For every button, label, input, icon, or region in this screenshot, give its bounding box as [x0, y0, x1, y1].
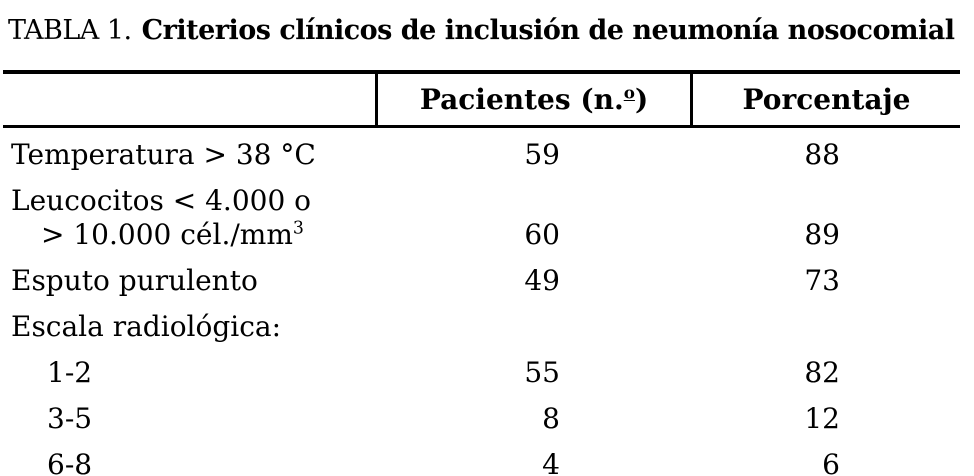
table-row-escala-label: Escala radiológica: — [3, 310, 960, 344]
data-table: Pacientes (n.o) Porcentaje Temperatura >… — [3, 70, 960, 476]
table-body: Temperatura > 38 °C 59 88 Leucocitos < 4… — [3, 128, 960, 476]
ordinal-indicator: o — [623, 82, 635, 103]
table-title-text: Criterios clínicos de inclusión de neumo… — [141, 15, 955, 46]
header-cell-porcentaje: Porcentaje — [690, 74, 960, 125]
cell-pacientes: 60 — [524, 218, 560, 251]
row-label: Leucocitos < 4.000 o > 10.000 cél./mm3 — [3, 184, 375, 252]
row-label-line2: > 10.000 cél./mm3 — [41, 218, 304, 251]
header-cell-pacientes: Pacientes (n.o) — [375, 74, 690, 125]
subrow-label: 1-2 — [47, 356, 93, 389]
table-subrow-3-5: 3-5 8 12 — [3, 402, 960, 436]
row-label-line1: Leucocitos < 4.000 o — [11, 184, 312, 217]
subrow-label: 3-5 — [47, 402, 93, 435]
cell-porcentaje: 82 — [804, 356, 840, 389]
pacientes-header-label: Pacientes (n.o) — [419, 82, 649, 116]
subrow-label: 6-8 — [47, 448, 93, 476]
cell-pacientes: 4 — [542, 448, 560, 476]
cell-pacientes: 55 — [524, 356, 560, 389]
table-title: TABLA 1. Criterios clínicos de inclusión … — [8, 12, 955, 50]
table-header-row: Pacientes (n.o) Porcentaje — [3, 74, 960, 128]
cell-porcentaje: 6 — [822, 448, 840, 476]
porcentaje-header-label: Porcentaje — [742, 83, 911, 116]
cell-pacientes: 49 — [524, 264, 560, 297]
header-cell-empty — [3, 74, 375, 125]
table-row-temperatura: Temperatura > 38 °C 59 88 — [3, 138, 960, 172]
cell-porcentaje: 88 — [804, 138, 840, 171]
table-number-label: TABLA 1. — [8, 15, 132, 46]
table-subrow-6-8: 6-8 4 6 — [3, 448, 960, 476]
cell-porcentaje: 89 — [804, 218, 840, 251]
table-subrow-1-2: 1-2 55 82 — [3, 356, 960, 390]
superscript-3: 3 — [292, 218, 304, 239]
row-label: Temperatura > 38 °C — [11, 138, 316, 171]
table-row-esputo: Esputo purulento 49 73 — [3, 264, 960, 298]
cell-porcentaje: 73 — [804, 264, 840, 297]
cell-pacientes: 8 — [542, 402, 560, 435]
table-row-leucocitos: Leucocitos < 4.000 o > 10.000 cél./mm3 6… — [3, 184, 960, 252]
row-label: Escala radiológica: — [11, 310, 282, 343]
cell-porcentaje: 12 — [804, 402, 840, 435]
table-row-group-escala: Escala radiológica: 1-2 55 82 3-5 8 12 6… — [3, 310, 960, 476]
row-label: Esputo purulento — [11, 264, 258, 297]
cell-pacientes: 59 — [524, 138, 560, 171]
